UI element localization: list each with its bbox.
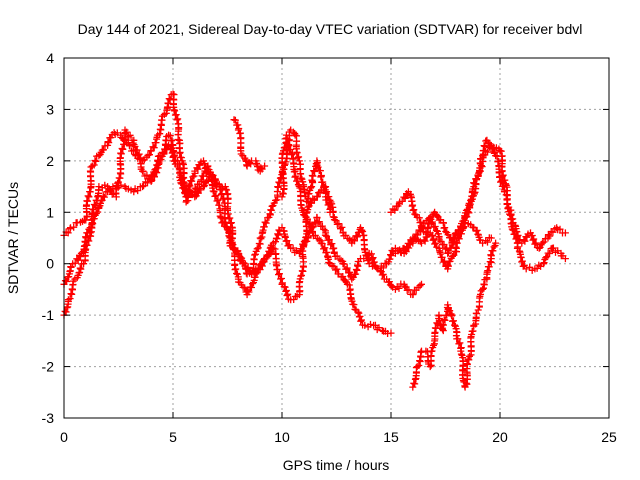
data-point <box>230 116 269 175</box>
x-tick-label: 10 <box>274 429 290 445</box>
x-axis-label: GPS time / hours <box>283 457 390 473</box>
y-tick-label: 2 <box>46 153 54 169</box>
x-tick-label: 20 <box>492 429 508 445</box>
x-tick-label: 0 <box>60 429 68 445</box>
series-track-f <box>409 239 500 391</box>
y-tick-label: 3 <box>46 101 54 117</box>
series-track-h <box>278 126 334 216</box>
series-track-e <box>391 141 569 274</box>
data-points <box>60 90 569 391</box>
y-tick-label: -2 <box>42 359 55 375</box>
y-tick-label: 4 <box>46 50 54 66</box>
y-tick-label: -3 <box>42 410 55 426</box>
x-tick-label: 5 <box>169 429 177 445</box>
data-point <box>409 239 500 391</box>
data-point <box>278 126 334 216</box>
y-tick-label: 1 <box>46 204 54 220</box>
x-tick-label: 15 <box>383 429 399 445</box>
plot-frame <box>63 57 610 419</box>
y-axis-label: SDTVAR / TECUs <box>5 182 21 294</box>
y-tick-label: -1 <box>42 307 55 323</box>
y-tick-label: 0 <box>46 256 54 272</box>
data-point <box>391 141 569 274</box>
series-track-g <box>230 116 269 175</box>
chart-title: Day 144 of 2021, Sidereal Day-to-day VTE… <box>78 21 583 37</box>
axis-ticks: 0 5 10 15 20 25 -3 -2 -1 0 1 2 3 4 <box>42 50 617 445</box>
series-track-c <box>60 126 495 304</box>
data-point <box>60 126 495 304</box>
x-tick-label: 25 <box>601 429 617 445</box>
